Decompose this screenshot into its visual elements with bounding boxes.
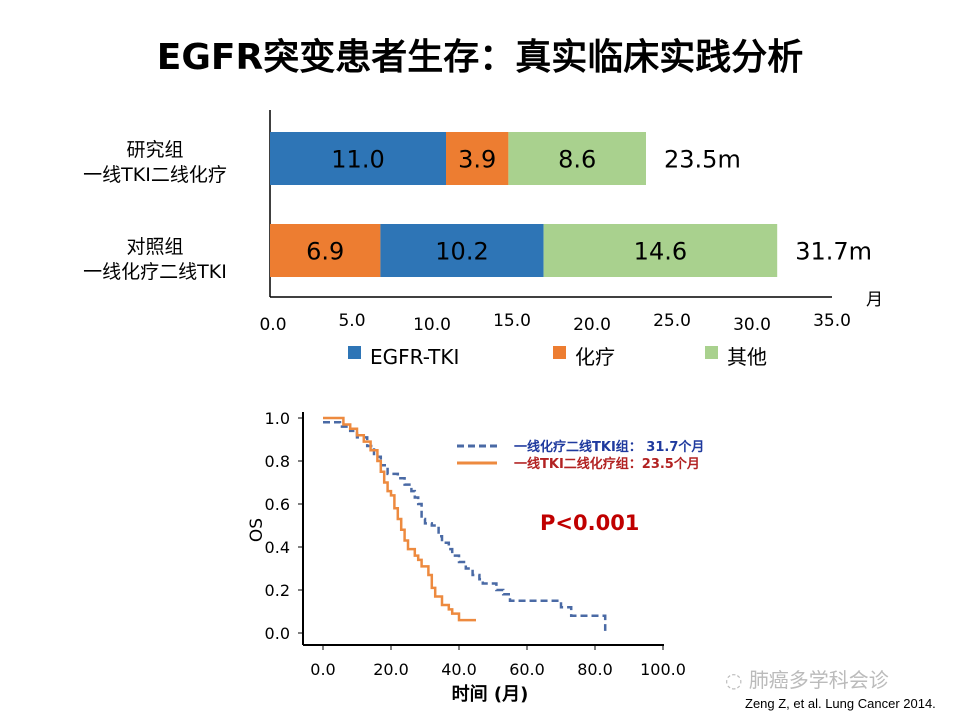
km-y-tick-label: 0.4 bbox=[265, 538, 290, 557]
bar-segment bbox=[270, 224, 381, 277]
bar-total-label: 31.7m bbox=[795, 238, 872, 266]
km-y-tick-label: 0.0 bbox=[265, 624, 290, 643]
bar-x-tick-label: 5.0 bbox=[338, 311, 365, 331]
bar-x-tick-label: 0.0 bbox=[259, 315, 286, 335]
bar-value-label: 6.9 bbox=[306, 238, 344, 266]
km-legend-label: 一线化疗二线TKI组： 31.7个月 bbox=[514, 439, 704, 455]
p-value-annotation: P<0.001 bbox=[540, 511, 639, 535]
km-x-tick-label: 40.0 bbox=[441, 660, 477, 679]
km-x-tick-label: 0.0 bbox=[310, 660, 335, 679]
bar-category-control: 对照组 一线化疗二线TKI bbox=[55, 235, 255, 285]
bar-value-label: 10.2 bbox=[435, 238, 488, 266]
watermark-text: 肺癌多学科会诊 bbox=[748, 668, 889, 692]
km-y-tick-label: 1.0 bbox=[265, 409, 290, 428]
km-x-tick-label: 60.0 bbox=[509, 660, 545, 679]
legend-swatch bbox=[348, 346, 361, 359]
km-y-axis-label: OS bbox=[247, 518, 267, 542]
bar-segment bbox=[380, 224, 544, 277]
bar-segment bbox=[270, 132, 446, 185]
bar-value-label: 3.9 bbox=[458, 146, 496, 174]
bar-x-axis-label: 月 bbox=[866, 290, 883, 310]
category-line: 一线化疗二线TKI bbox=[83, 261, 227, 283]
bar-x-tick-label: 10.0 bbox=[413, 315, 451, 335]
category-line: 对照组 bbox=[126, 236, 184, 258]
watermark: ◌ 肺癌多学科会诊 bbox=[725, 664, 889, 693]
bar-value-label: 14.6 bbox=[634, 238, 687, 266]
bar-x-tick-label: 35.0 bbox=[813, 311, 851, 331]
wechat-icon: ◌ bbox=[725, 668, 743, 692]
bar-x-tick-label: 30.0 bbox=[733, 315, 771, 335]
legend-label: 其他 bbox=[727, 345, 767, 369]
category-line: 研究组 bbox=[126, 139, 184, 161]
km-y-tick-label: 0.6 bbox=[265, 495, 290, 514]
km-curve bbox=[323, 421, 607, 631]
bar-value-label: 8.6 bbox=[558, 146, 596, 174]
legend-swatch bbox=[705, 346, 718, 359]
bar-segment bbox=[543, 224, 778, 277]
km-y-tick-label: 0.8 bbox=[265, 452, 290, 471]
bar-segment bbox=[508, 132, 646, 185]
category-line: 一线TKI二线化疗 bbox=[83, 164, 227, 186]
bar-x-tick-label: 20.0 bbox=[573, 315, 611, 335]
bar-total-label: 23.5m bbox=[664, 146, 741, 174]
bar-category-study: 研究组 一线TKI二线化疗 bbox=[55, 138, 255, 188]
bar-value-label: 11.0 bbox=[331, 146, 384, 174]
bar-x-tick-label: 25.0 bbox=[653, 311, 691, 331]
legend-label: EGFR-TKI bbox=[370, 345, 459, 369]
km-x-tick-label: 100.0 bbox=[640, 660, 686, 679]
legend-label: 化疗 bbox=[575, 345, 615, 369]
km-legend-label: 一线TKI二线化疗组：23.5个月 bbox=[514, 456, 700, 472]
km-x-tick-label: 20.0 bbox=[373, 660, 409, 679]
bar-x-tick-label: 15.0 bbox=[493, 311, 531, 331]
km-x-axis-label: 时间 (月) bbox=[452, 684, 529, 705]
km-curve bbox=[323, 416, 476, 622]
km-x-tick-label: 80.0 bbox=[577, 660, 613, 679]
bar-segment bbox=[446, 132, 509, 185]
slide-title: EGFR突变患者生存：真实临床实践分析 bbox=[156, 37, 804, 78]
citation: Zeng Z, et al. Lung Cancer 2014. bbox=[745, 696, 936, 711]
legend-swatch bbox=[553, 346, 566, 359]
km-y-tick-label: 0.2 bbox=[265, 581, 290, 600]
